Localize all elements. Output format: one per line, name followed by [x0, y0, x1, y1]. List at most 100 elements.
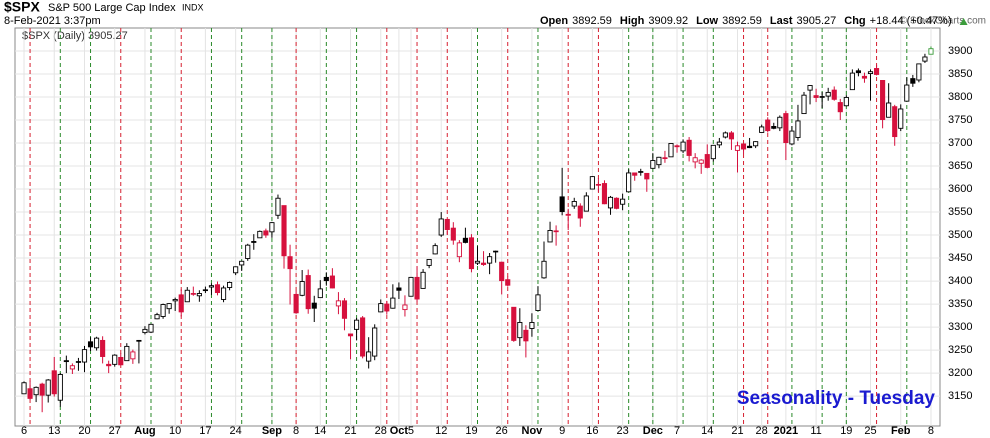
candle-body [51, 370, 57, 395]
candle-body [148, 323, 154, 333]
candle-body [202, 289, 208, 292]
candle-body [656, 156, 662, 166]
candle-body [257, 230, 263, 239]
candle-body [698, 159, 704, 164]
candle-body [662, 157, 668, 160]
candle-body [535, 294, 541, 311]
x-tick-label: Feb [891, 425, 911, 437]
candle-body [196, 293, 202, 297]
candle-body [734, 145, 741, 151]
candle-body [589, 176, 595, 190]
x-tick-label: 11 [810, 425, 821, 437]
candle-body [305, 275, 311, 310]
candle-body [130, 351, 136, 360]
candle-body [341, 300, 348, 319]
candle-body [438, 218, 444, 236]
candle-body [529, 322, 535, 329]
y-tick-label: 3550 [948, 206, 972, 218]
candle-body [638, 171, 644, 173]
candle-body [190, 293, 196, 295]
x-tick-label: 24 [230, 425, 242, 437]
candle-body [347, 333, 354, 337]
candle-body [523, 329, 529, 342]
candle-body [293, 293, 299, 314]
y-tick-label: 3200 [948, 367, 972, 379]
x-tick-label: 6 [21, 425, 27, 437]
stat-value: 3892.59 [572, 15, 612, 27]
x-tick-label: 7 [674, 425, 680, 437]
candle-body [632, 172, 638, 176]
candle-body [547, 230, 553, 243]
exchange: INDX [182, 2, 204, 12]
candle-body [81, 349, 88, 363]
candle-body [716, 141, 722, 146]
candle-body [922, 56, 928, 62]
candle-body [402, 304, 408, 311]
x-tick-label: Oct [390, 425, 409, 437]
candle-body [432, 245, 438, 255]
candle-body [861, 75, 868, 79]
candle-body [456, 242, 462, 258]
candle-body [420, 271, 426, 289]
candle-body [354, 319, 360, 330]
candle-body [674, 145, 680, 148]
candle-body [366, 351, 372, 362]
candle-body [753, 141, 759, 147]
candle-body [577, 205, 583, 219]
candle-body [904, 84, 910, 102]
candle-body [795, 120, 801, 138]
candle-body [771, 126, 777, 129]
candle-body [239, 260, 245, 266]
candle-body [426, 258, 432, 266]
x-tick-label: 21 [344, 425, 356, 437]
stat-label: Last [770, 15, 793, 27]
stat-label: Chg [844, 15, 865, 27]
candle-body [831, 89, 837, 100]
candle-body [565, 213, 571, 216]
candle-body [63, 360, 69, 363]
candle-body [106, 363, 112, 367]
candle-body [311, 302, 317, 309]
y-tick-label: 3600 [948, 183, 972, 195]
candle-body [450, 227, 456, 241]
candle-body [124, 345, 130, 362]
candle-body [444, 218, 450, 230]
stat-value: +18.44 (+0.47%) [870, 15, 952, 27]
candle-body [704, 154, 710, 168]
x-tick-label: 17 [199, 425, 211, 437]
timestamp: 8-Feb-2021 3:37pm [4, 15, 101, 27]
candle-body [69, 365, 75, 370]
stats: Open 3892.59 High 3909.92 Low 3892.59 Last 3905… [540, 15, 968, 27]
candle-body [462, 237, 468, 243]
candle-body [765, 119, 771, 132]
candle-body [849, 72, 855, 91]
x-tick-label: 28 [375, 425, 387, 437]
stat-label: Low [696, 15, 718, 27]
candle-body [910, 78, 916, 84]
candle-body [87, 341, 94, 348]
candle-body [263, 230, 269, 236]
candle-body [166, 303, 172, 310]
candle-body [45, 379, 51, 396]
y-tick-label: 3850 [948, 68, 972, 80]
candle-body [553, 230, 559, 233]
candle-body [160, 304, 166, 317]
x-tick-label: 27 [109, 425, 121, 437]
y-tick-label: 3650 [948, 160, 972, 172]
candle-body [299, 281, 305, 296]
x-tick-label: Sep [262, 425, 282, 437]
candle-body [505, 279, 511, 286]
candle-body [94, 337, 100, 349]
candle-body [487, 256, 493, 264]
x-tick-label: 19 [465, 425, 477, 437]
candle-body [329, 275, 335, 289]
candle-body [867, 71, 874, 75]
candle-body [607, 196, 614, 209]
x-tick-label: 28 [756, 425, 768, 437]
y-tick-label: 3250 [948, 344, 972, 356]
stat-label: Open [540, 15, 568, 27]
candle-body [208, 285, 215, 288]
x-tick-label: 13 [48, 425, 60, 437]
x-tick-label: Aug [134, 425, 155, 437]
candle-body [33, 386, 39, 396]
